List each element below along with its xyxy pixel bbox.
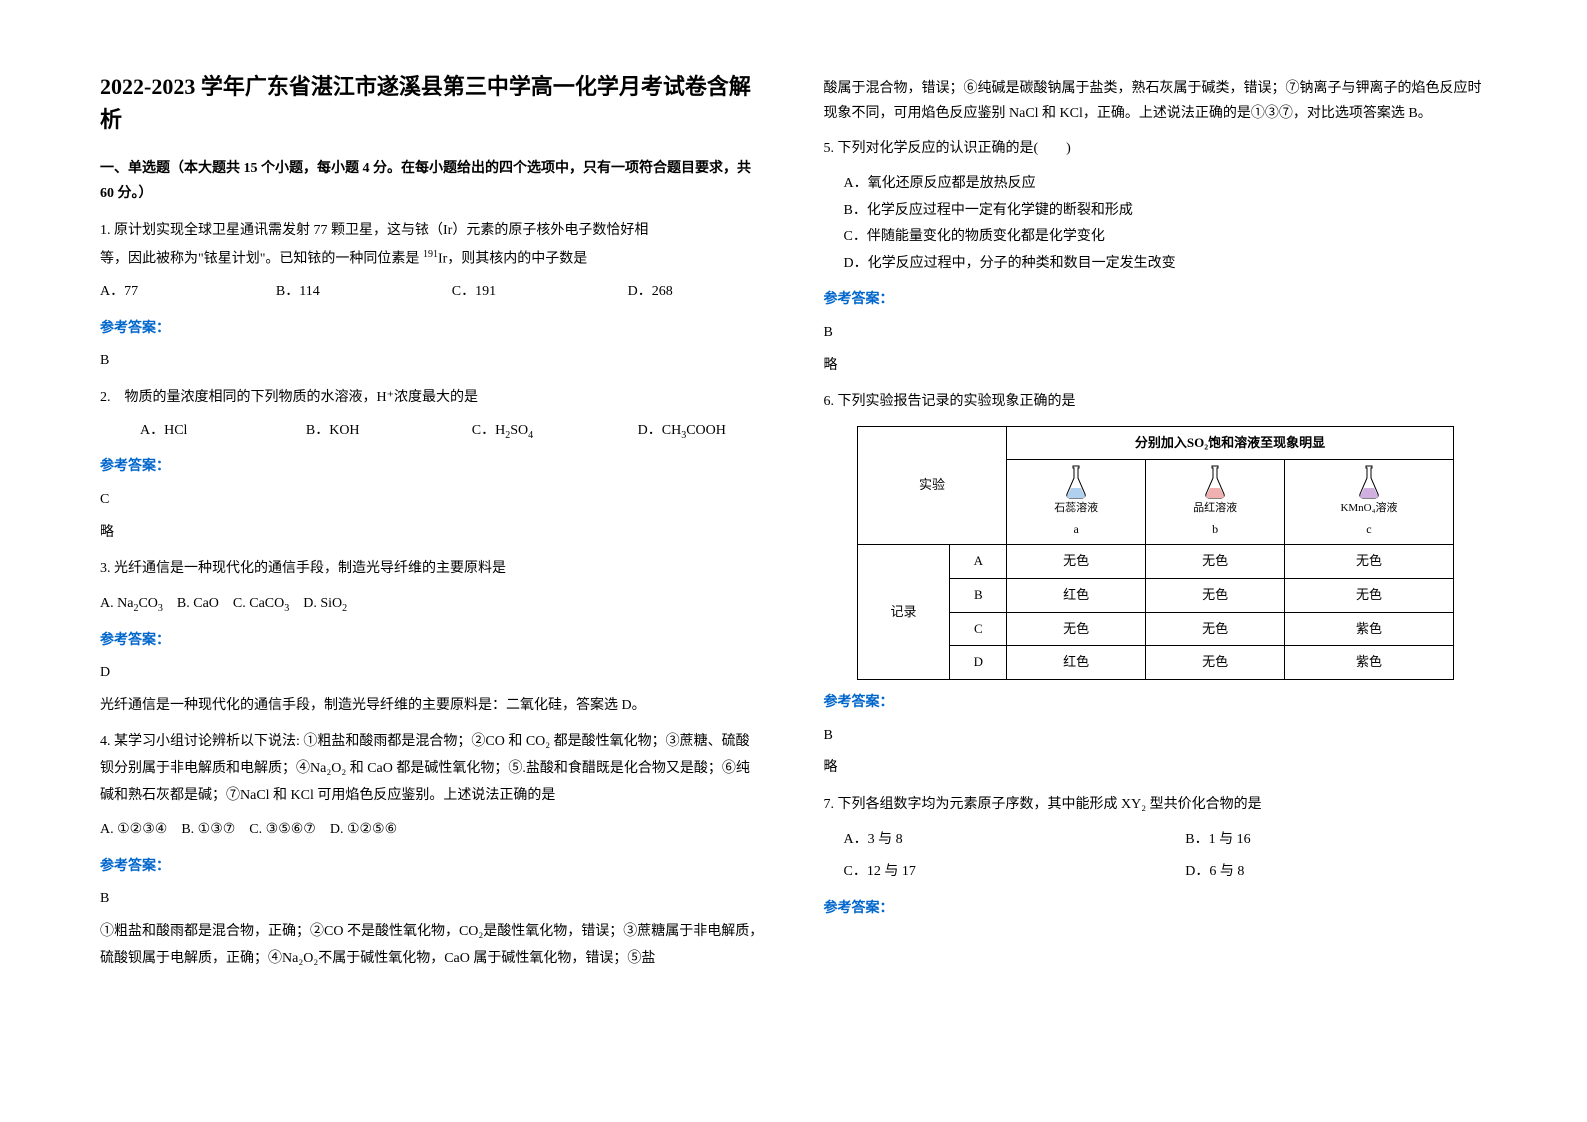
row-a-c1: 无色 — [1007, 545, 1146, 579]
q4-explain-p1: ①粗盐和酸雨都是混合物，正确；②CO 不是酸性氧化物，CO₂是酸性氧化物，错误；… — [100, 919, 764, 972]
q6-answer-label: 参考答案： — [824, 690, 1488, 717]
table-exp-header: 实验 — [857, 426, 1007, 545]
page-container: 2022-2023 学年广东省湛江市遂溪县第三中学高一化学月考试卷含解析 一、单… — [100, 70, 1487, 982]
question-7: 7. 下列各组数字均为元素原子序数，其中能形成 XY₂ 型共价化合物的是 A．3… — [824, 792, 1488, 922]
q1-stem-line1: 1. 原计划实现全球卫星通讯需发射 77 颗卫星，这与铱（Ir）元素的原子核外电… — [100, 218, 764, 245]
q5-answer: B — [824, 320, 1488, 347]
q3-answer: D — [100, 660, 764, 687]
q2-opt-b: B．KOH — [306, 418, 432, 445]
q5-opt-c: C．伴随能量变化的物质变化都是化学变化 — [844, 224, 1488, 251]
row-d-id: D — [950, 646, 1007, 680]
q1-opt-d: D．268 — [628, 279, 764, 306]
q1-stem-line2: 等，因此被称为"铱星计划"。已知铱的一种同位素是 191Ir，则其核内的中子数是 — [100, 245, 764, 273]
flask-b-cell: 品红溶液 b — [1146, 460, 1285, 545]
section-heading: 一、单选题（本大题共 15 个小题，每小题 4 分。在每小题给出的四个选项中，只… — [100, 156, 764, 206]
q1-opt-c: C．191 — [452, 279, 588, 306]
q4-options: A. ①②③④ B. ①③⑦ C. ③⑤⑥⑦ D. ①②⑤⑥ — [100, 817, 764, 844]
table-main-header: 分别加入SO₂饱和溶液至现象明显 — [1007, 426, 1454, 460]
row-b-c2: 无色 — [1146, 579, 1285, 613]
q4-explain-p2: 酸属于混合物，错误；⑥纯碱是碳酸钠属于盐类，熟石灰属于碱类，错误；⑦钠离子与钾离… — [824, 76, 1488, 126]
row-d-c1: 红色 — [1007, 646, 1146, 680]
question-5: 5. 下列对化学反应的认识正确的是( ) A．氧化还原反应都是放热反应 B．化学… — [824, 136, 1488, 379]
row-c-c3: 紫色 — [1285, 612, 1454, 646]
q4-stem: 4. 某学习小组讨论辨析以下说法: ①粗盐和酸雨都是混合物；②CO 和 CO₂ … — [100, 729, 764, 809]
q2-answer-label: 参考答案： — [100, 454, 764, 481]
q7-options: A．3 与 8 B．1 与 16 C．12 与 17 D．6 与 8 — [824, 827, 1488, 886]
q3-explain: 光纤通信是一种现代化的通信手段，制造光导纤维的主要原料是：二氧化硅，答案选 D。 — [100, 693, 764, 720]
q7-answer-label: 参考答案： — [824, 896, 1488, 923]
flask-c-cell: KMnO₄溶液 c — [1285, 460, 1454, 545]
q2-stem: 2. 物质的量浓度相同的下列物质的水溶液，H⁺浓度最大的是 — [100, 385, 764, 412]
q1-opt-a: A．77 — [100, 279, 236, 306]
experiment-table: 实验 分别加入SO₂饱和溶液至现象明显 石蕊溶液 a 品红溶液 b — [857, 426, 1454, 680]
q7-opt-a: A．3 与 8 — [844, 827, 1146, 854]
q5-opt-a: A．氧化还原反应都是放热反应 — [844, 171, 1488, 198]
q5-stem: 5. 下列对化学反应的认识正确的是( ) — [824, 136, 1488, 163]
q3-answer-label: 参考答案： — [100, 628, 764, 655]
q4-answer-label: 参考答案： — [100, 854, 764, 881]
row-a-c3: 无色 — [1285, 545, 1454, 579]
question-1: 1. 原计划实现全球卫星通讯需发射 77 颗卫星，这与铱（Ir）元素的原子核外电… — [100, 218, 764, 375]
row-b-c3: 无色 — [1285, 579, 1454, 613]
q1-answer-label: 参考答案： — [100, 316, 764, 343]
q2-opt-d: D．CH3COOH — [638, 418, 764, 445]
flask-icon — [1202, 464, 1228, 500]
flask-a-cell: 石蕊溶液 a — [1007, 460, 1146, 545]
row-b-id: B — [950, 579, 1007, 613]
q5-answer-label: 参考答案： — [824, 287, 1488, 314]
q6-explain: 略 — [824, 755, 1488, 782]
q7-opt-b: B．1 与 16 — [1185, 827, 1487, 854]
q1-options: A．77 B．114 C．191 D．268 — [100, 279, 764, 306]
q2-opt-a: A．HCl — [140, 418, 266, 445]
q5-opt-b: B．化学反应过程中一定有化学键的断裂和形成 — [844, 198, 1488, 225]
right-column: 酸属于混合物，错误；⑥纯碱是碳酸钠属于盐类，熟石灰属于碱类，错误；⑦钠离子与钾离… — [824, 70, 1488, 982]
row-d-c2: 无色 — [1146, 646, 1285, 680]
q7-opt-c: C．12 与 17 — [844, 859, 1146, 886]
question-3: 3. 光纤通信是一种现代化的通信手段，制造光导纤维的主要原料是 A. Na2CO… — [100, 556, 764, 719]
q2-opt-c: C．H2SO4 — [472, 418, 598, 445]
question-2: 2. 物质的量浓度相同的下列物质的水溶液，H⁺浓度最大的是 A．HCl B．KO… — [100, 385, 764, 546]
q1-answer: B — [100, 348, 764, 375]
question-6: 6. 下列实验报告记录的实验现象正确的是 实验 分别加入SO₂饱和溶液至现象明显… — [824, 389, 1488, 782]
row-c-c2: 无色 — [1146, 612, 1285, 646]
q5-options: A．氧化还原反应都是放热反应 B．化学反应过程中一定有化学键的断裂和形成 C．伴… — [824, 171, 1488, 277]
q7-opt-d: D．6 与 8 — [1185, 859, 1487, 886]
q2-answer: C — [100, 487, 764, 514]
row-d-c3: 紫色 — [1285, 646, 1454, 680]
question-4: 4. 某学习小组讨论辨析以下说法: ①粗盐和酸雨都是混合物；②CO 和 CO₂ … — [100, 729, 764, 972]
flask-icon — [1356, 464, 1382, 500]
exam-title: 2022-2023 学年广东省湛江市遂溪县第三中学高一化学月考试卷含解析 — [100, 70, 764, 136]
q3-stem: 3. 光纤通信是一种现代化的通信手段，制造光导纤维的主要原料是 — [100, 556, 764, 583]
q2-options: A．HCl B．KOH C．H2SO4 D．CH3COOH — [100, 418, 764, 445]
q4-answer: B — [100, 886, 764, 913]
row-b-c1: 红色 — [1007, 579, 1146, 613]
left-column: 2022-2023 学年广东省湛江市遂溪县第三中学高一化学月考试卷含解析 一、单… — [100, 70, 764, 982]
q6-stem: 6. 下列实验报告记录的实验现象正确的是 — [824, 389, 1488, 416]
row-c-c1: 无色 — [1007, 612, 1146, 646]
q6-answer: B — [824, 723, 1488, 750]
q7-stem: 7. 下列各组数字均为元素原子序数，其中能形成 XY₂ 型共价化合物的是 — [824, 792, 1488, 819]
q2-explain: 略 — [100, 520, 764, 547]
row-a-c2: 无色 — [1146, 545, 1285, 579]
q3-options: A. Na2CO3 B. CaO C. CaCO3 D. SiO2 — [100, 591, 764, 618]
q5-opt-d: D．化学反应过程中，分子的种类和数目一定发生改变 — [844, 251, 1488, 278]
row-a-id: A — [950, 545, 1007, 579]
q1-opt-b: B．114 — [276, 279, 412, 306]
flask-icon — [1063, 464, 1089, 500]
row-c-id: C — [950, 612, 1007, 646]
q5-explain: 略 — [824, 353, 1488, 380]
q1-isotope-sup: 191 — [423, 249, 438, 260]
table-record-header: 记录 — [857, 545, 950, 680]
